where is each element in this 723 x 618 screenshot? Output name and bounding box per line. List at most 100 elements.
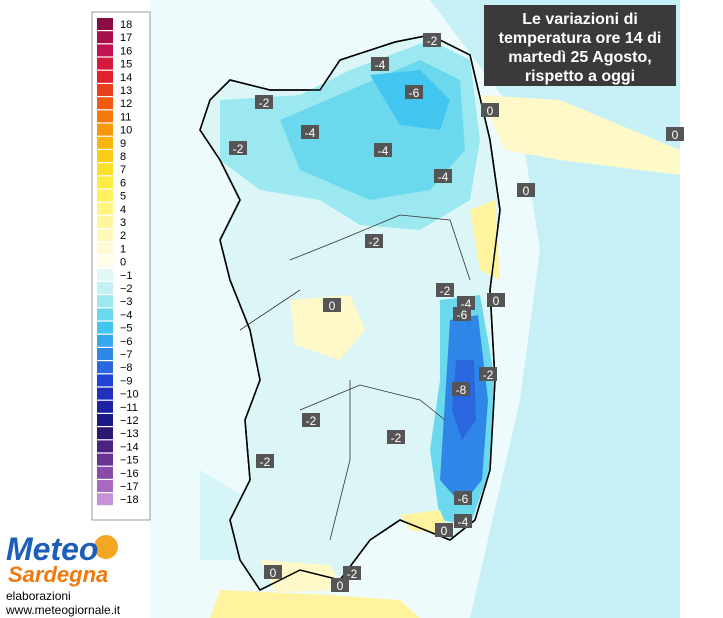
legend-label: 5	[120, 191, 126, 203]
title-line: temperatura ore 14 di	[499, 30, 662, 47]
legend-label: 9	[120, 138, 126, 150]
legend-swatch	[97, 268, 113, 281]
contour-label-box	[255, 95, 273, 109]
legend-swatch	[97, 31, 113, 44]
contour-label: -2	[347, 567, 358, 581]
credit: elaborazioni	[6, 589, 71, 603]
legend-label: −5	[120, 323, 133, 335]
legend-swatch	[97, 334, 113, 347]
legend-swatch	[97, 136, 113, 149]
legend-label: 12	[120, 98, 132, 110]
legend-swatch	[97, 176, 113, 189]
legend-label: −7	[120, 349, 133, 361]
contour-label: -2	[391, 431, 402, 445]
legend-swatch	[97, 348, 113, 360]
legend-label: 15	[120, 59, 132, 71]
title-line: rispetto a oggi	[525, 68, 635, 85]
contour-label: -2	[483, 368, 494, 382]
contour-label: -2	[260, 455, 271, 469]
legend-label: −9	[120, 375, 133, 387]
contour-label-box	[323, 298, 341, 312]
contour-label-box	[365, 234, 383, 248]
contour-label: -4	[378, 144, 389, 158]
contour-label-box	[517, 183, 535, 197]
warm-area	[290, 295, 365, 360]
legend-swatch	[97, 255, 113, 268]
legend-label: 4	[120, 204, 126, 216]
contour-label-box	[481, 103, 499, 117]
contour-label-box	[371, 57, 389, 71]
contour-label: -8	[456, 383, 467, 397]
legend-swatch	[97, 150, 113, 162]
legend-swatch	[97, 400, 113, 413]
legend-swatch	[97, 163, 113, 176]
contour-label-box	[387, 430, 405, 444]
legend-label: 18	[120, 19, 132, 31]
legend-swatch	[97, 44, 113, 57]
legend-label: 0	[120, 257, 126, 269]
contour-label: 0	[672, 128, 679, 142]
contour-label: -2	[233, 142, 244, 156]
logo-sun	[94, 535, 118, 559]
legend-swatch	[97, 453, 113, 466]
legend-swatch	[97, 123, 113, 136]
contour-label: -2	[259, 96, 270, 110]
warm-area	[210, 590, 420, 618]
contour-label-box	[229, 141, 247, 155]
contour-label-box	[435, 523, 453, 537]
legend-label: −1	[120, 270, 133, 282]
legend-swatch	[97, 295, 113, 308]
legend-label: −15	[120, 455, 139, 467]
legend-swatch	[97, 414, 113, 426]
contour-label-box	[436, 283, 454, 297]
contour-label: 0	[337, 579, 344, 593]
legend-swatch	[97, 84, 113, 96]
legend-label: −18	[120, 494, 139, 506]
legend-swatch	[97, 110, 113, 123]
contour-label: -2	[369, 235, 380, 249]
cold-area	[452, 360, 476, 440]
contour-label-box	[434, 169, 452, 183]
legend-label: −13	[120, 428, 139, 440]
legend-label: 3	[120, 217, 126, 229]
contour-label: -4	[461, 297, 472, 311]
legend-label: −6	[120, 336, 133, 348]
legend-swatch	[97, 493, 113, 506]
legend-label: 14	[120, 72, 132, 84]
legend-label: −17	[120, 481, 139, 493]
cool-area	[370, 70, 450, 130]
contour-label-box	[343, 566, 361, 580]
legend-label: −3	[120, 296, 133, 308]
contour-label-box	[405, 85, 423, 99]
legend-label: 10	[120, 125, 132, 137]
legend-swatch	[97, 361, 113, 374]
province-border	[239, 214, 471, 541]
legend-label: −11	[120, 402, 138, 414]
legend-label: −16	[120, 468, 139, 480]
contour-label: 0	[493, 294, 500, 308]
legend-swatch	[97, 70, 113, 83]
legend-swatch	[97, 321, 113, 334]
legend-swatch	[97, 282, 113, 294]
legend-label: 11	[120, 111, 131, 123]
coastline	[199, 34, 501, 591]
legend-swatch	[97, 242, 113, 255]
legend-label: −2	[120, 283, 133, 295]
contour-label-box	[302, 413, 320, 427]
legend-swatch	[97, 18, 113, 30]
contour-label: 0	[487, 104, 494, 118]
contour-label: -6	[457, 308, 468, 322]
legend-label: 17	[120, 32, 132, 44]
legend-label: 6	[120, 177, 126, 189]
contour-label-box	[256, 454, 274, 468]
contour-label-box	[264, 565, 282, 579]
logo-meteo: Meteo	[6, 531, 98, 567]
contour-label-box	[479, 367, 497, 381]
legend-swatch	[97, 427, 113, 440]
contour-label-box	[452, 382, 470, 396]
contour-label: -2	[427, 34, 438, 48]
contour-label: 0	[441, 524, 448, 538]
legend-label: −8	[120, 362, 133, 374]
